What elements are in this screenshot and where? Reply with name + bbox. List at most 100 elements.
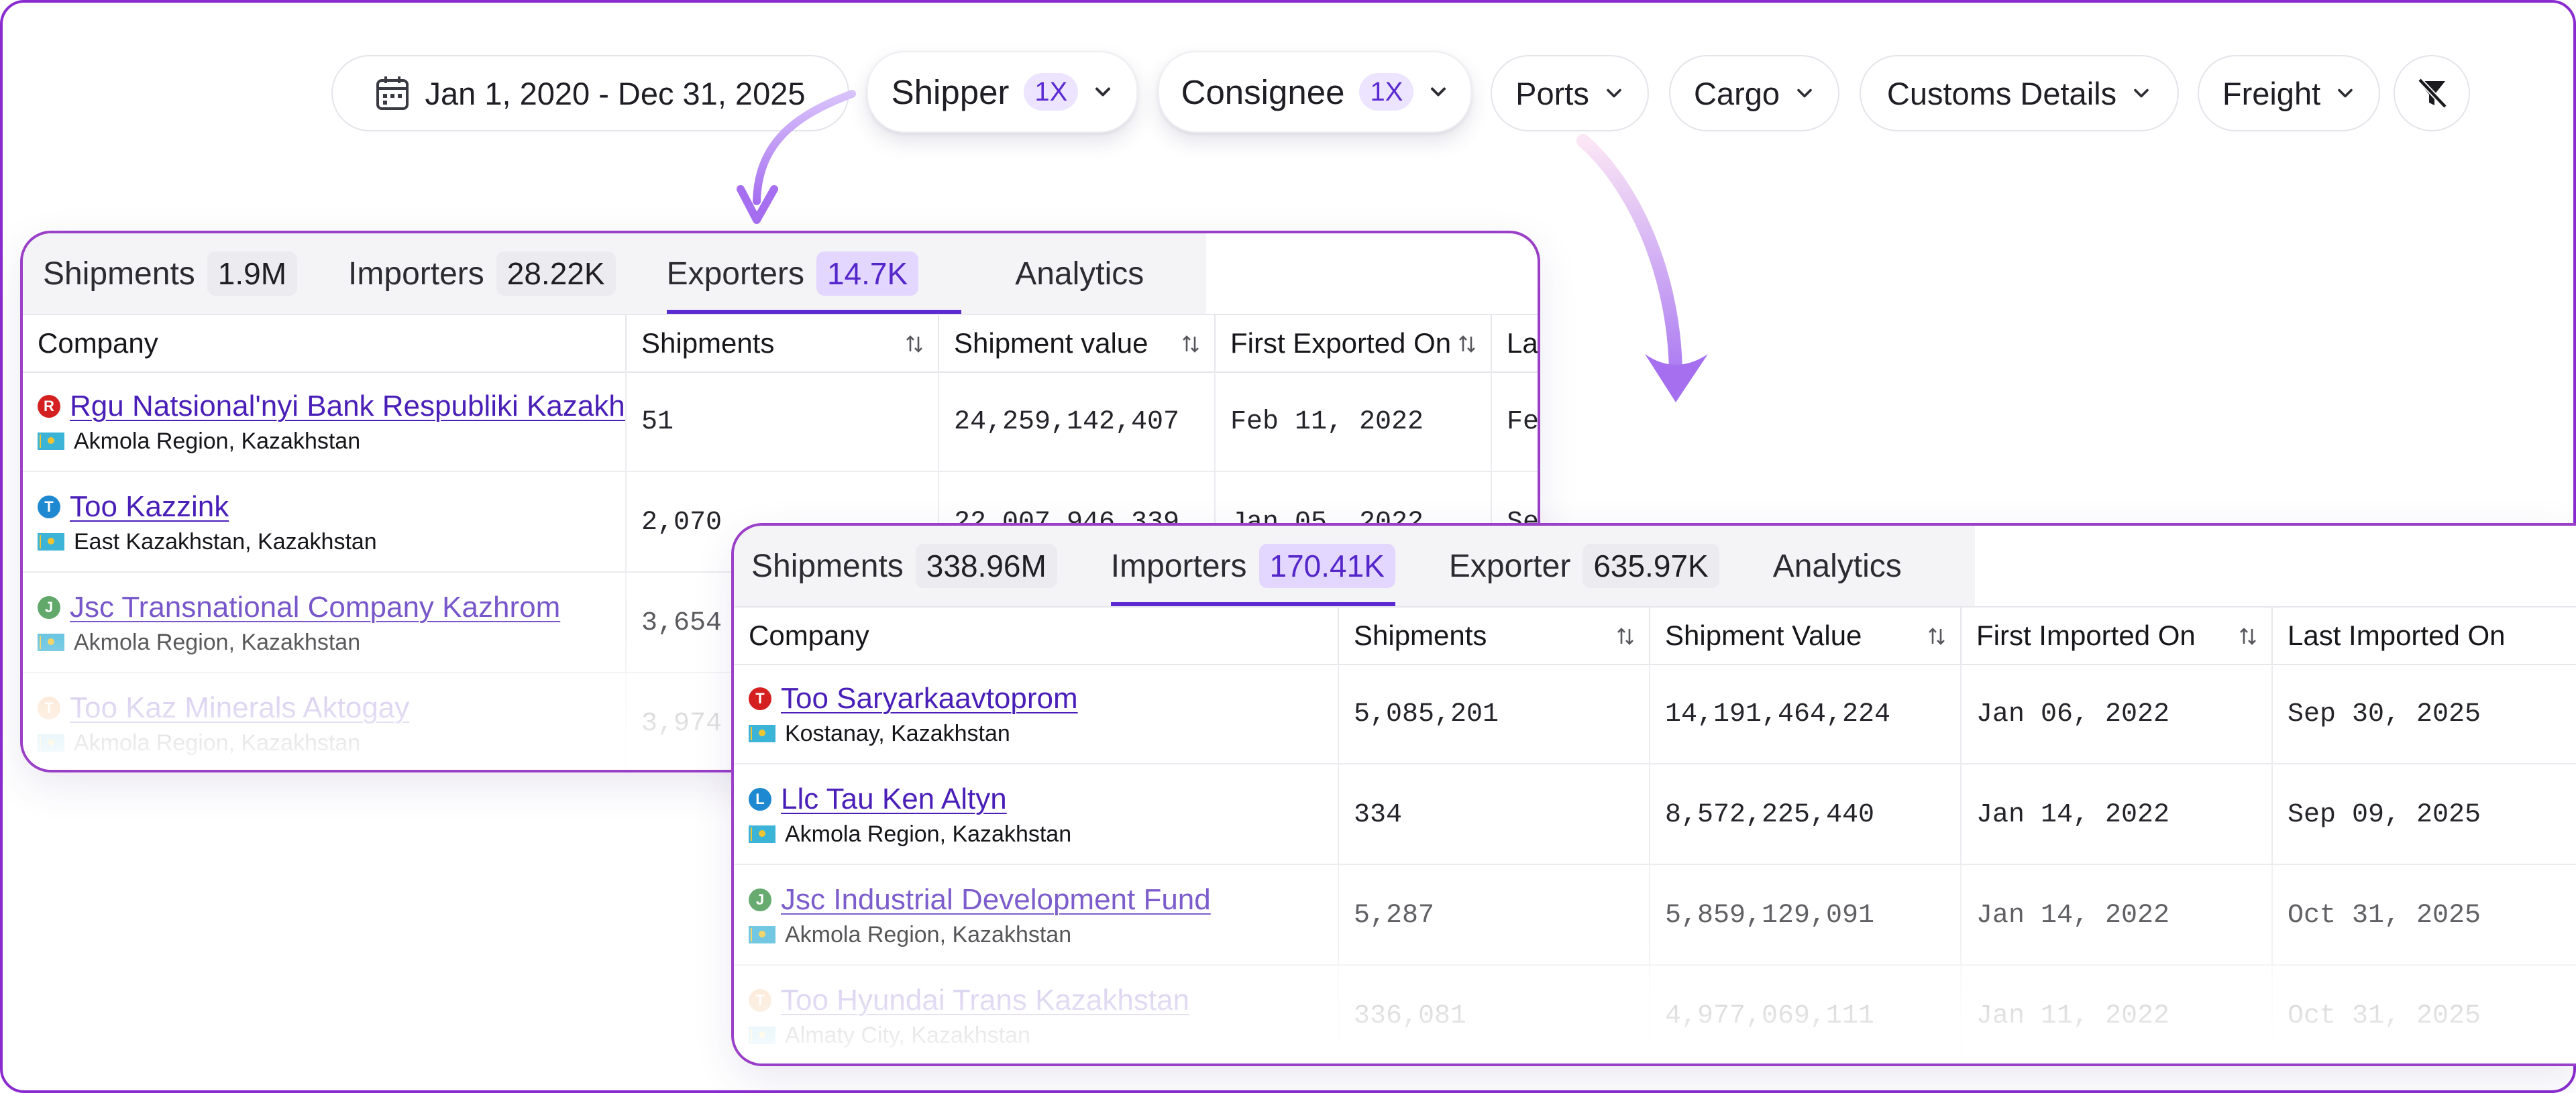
tab-shipments[interactable]: Shipments 338.96M	[751, 526, 1057, 606]
company-location: Almaty City, Kazakhstan	[785, 1022, 1030, 1048]
arrow-to-exporters	[753, 90, 856, 205]
company-cell: J Jsc Transnational Company Kazhrom Akmol…	[23, 573, 627, 673]
shipments-cell: 334	[1339, 764, 1650, 865]
company-link[interactable]: Llc Tau Ken Altyn	[781, 782, 1007, 815]
shipper-count-badge: 1X	[1024, 73, 1079, 111]
table-row[interactable]: J Jsc Industrial Development Fund Akmola …	[734, 865, 2576, 966]
tab-label: Shipments	[43, 255, 195, 292]
company-link[interactable]: Jsc Industrial Development Fund	[781, 882, 1211, 916]
chevron-down-icon	[1095, 87, 1111, 97]
column-last-imported-on[interactable]: Last Imported On	[2288, 620, 2506, 651]
company-cell: R Rgu Natsional'nyi Bank Respubliki Kazak…	[23, 371, 627, 472]
column-shipment-value[interactable]: Shipment value	[939, 315, 1216, 371]
company-avatar: T	[749, 988, 771, 1012]
company-location: Akmola Region, Kazakhstan	[74, 428, 361, 454]
shipment-value-cell: 8,572,225,440	[1650, 764, 1962, 865]
table-row[interactable]: T Too Hyundai Trans Kazakhstan Almaty Cit…	[734, 966, 2576, 1063]
column-first-exported-on[interactable]: First Exported On	[1216, 315, 1492, 371]
chevron-down-icon	[2338, 89, 2353, 98]
tab-label: Exporter	[1448, 548, 1571, 584]
tab-label: Analytics	[1772, 548, 1902, 584]
company-cell: J Jsc Industrial Development Fund Akmola …	[734, 865, 1339, 966]
company-location: Akmola Region, Kazakhstan	[74, 730, 361, 756]
date-range-filter[interactable]: Jan 1, 2020 - Dec 31, 2025	[331, 55, 849, 131]
kazakhstan-flag-icon	[38, 734, 64, 752]
chevron-down-icon	[1607, 89, 1621, 98]
tab-label: Importers	[348, 255, 484, 292]
shipper-filter[interactable]: Shipper 1X	[867, 51, 1138, 133]
last-imported-cell: Sep 09, 2025	[2288, 799, 2481, 830]
consignee-filter[interactable]: Consignee 1X	[1158, 51, 1472, 133]
column-company[interactable]: Company	[734, 608, 1339, 664]
sort-icon[interactable]	[2239, 626, 2257, 646]
company-avatar: J	[38, 595, 60, 619]
first-imported-cell: Jan 14, 2022	[1962, 764, 2273, 865]
column-last-exported-on[interactable]: La	[1507, 327, 1538, 359]
arrow-to-importers-head	[1645, 354, 1708, 402]
shipments-cell: 336,081	[1339, 966, 1650, 1063]
ports-filter[interactable]: Ports	[1491, 55, 1649, 131]
company-location: Akmola Region, Kazakhstan	[785, 821, 1072, 847]
company-link[interactable]: Too Kazzink	[70, 490, 229, 523]
kazakhstan-flag-icon	[38, 634, 64, 651]
tab-exporter[interactable]: Exporter 635.97K	[1449, 526, 1719, 606]
column-first-imported-on[interactable]: First Imported On	[1962, 608, 2273, 664]
shipments-cell: 2,070	[627, 472, 939, 573]
company-link[interactable]: Too Hyundai Trans Kazakhstan	[781, 983, 1190, 1017]
chevron-down-icon	[1431, 87, 1446, 97]
tab-count: 28.22K	[496, 251, 616, 296]
tab-importers[interactable]: Importers 170.41K	[1110, 526, 1395, 606]
first-exported-cell: Feb 11, 2022	[1216, 371, 1492, 472]
cargo-filter[interactable]: Cargo	[1669, 55, 1839, 131]
table-row[interactable]: T Too Saryarkaavtoprom Kostanay, Kazakhst…	[734, 664, 2576, 764]
tab-exporters[interactable]: Exporters 14.7K	[666, 233, 962, 314]
company-link[interactable]: Too Kaz Minerals Aktogay	[70, 691, 410, 724]
company-avatar: L	[749, 787, 771, 811]
sort-icon[interactable]	[1458, 334, 1476, 354]
freight-filter[interactable]: Freight	[2198, 55, 2380, 131]
column-company[interactable]: Company	[23, 315, 627, 371]
shipments-cell: 5,287	[1339, 865, 1650, 966]
company-link[interactable]: Too Saryarkaavtoprom	[781, 681, 1078, 715]
company-link[interactable]: Rgu Natsional'nyi Bank Respubliki Kazakh…	[70, 389, 627, 422]
first-imported-cell: Jan 06, 2022	[1962, 664, 2273, 764]
consignee-count-badge: 1X	[1359, 73, 1414, 111]
clear-filters-button[interactable]	[2394, 55, 2470, 131]
tab-analytics[interactable]: Analytics	[1773, 526, 1902, 606]
freight-label: Freight	[2222, 75, 2321, 111]
table-header: Company Shipments Shipment value First E…	[23, 314, 1538, 373]
tab-shipments[interactable]: Shipments 1.9M	[43, 233, 298, 314]
shipments-cell: 51	[627, 371, 939, 472]
shipment-value-cell: 4,977,069,111	[1650, 966, 1962, 1063]
company-link[interactable]: Jsc Transnational Company Kazhrom	[70, 590, 561, 624]
tab-count: 338.96M	[915, 544, 1057, 588]
tab-label: Analytics	[1015, 255, 1144, 292]
tab-analytics[interactable]: Analytics	[1015, 233, 1144, 314]
sort-icon[interactable]	[1182, 334, 1199, 354]
tab-label: Importers	[1110, 548, 1247, 584]
last-imported-cell: Sep 30, 2025	[2288, 699, 2481, 730]
column-shipment-value[interactable]: Shipment Value	[1650, 608, 1962, 664]
table-row[interactable]: L Llc Tau Ken Altyn Akmola Region, Kazakh…	[734, 764, 2576, 865]
customs-details-label: Customs Details	[1886, 75, 2117, 111]
column-shipments[interactable]: Shipments	[627, 315, 939, 371]
company-location: Akmola Region, Kazakhstan	[785, 921, 1072, 947]
chevron-down-icon	[2134, 89, 2149, 98]
shipment-value-cell: 5,859,129,091	[1650, 865, 1962, 966]
tab-count: 635.97K	[1582, 544, 1719, 588]
importers-card: Shipments 338.96M Importers 170.41K Expo…	[731, 523, 2576, 1066]
tab-importers[interactable]: Importers 28.22K	[348, 233, 616, 314]
column-shipments[interactable]: Shipments	[1339, 608, 1650, 664]
company-avatar: T	[749, 687, 771, 710]
sort-icon[interactable]	[1617, 626, 1634, 646]
company-cell: T Too Saryarkaavtoprom Kostanay, Kazakhst…	[734, 664, 1339, 764]
table-row[interactable]: R Rgu Natsional'nyi Bank Respubliki Kazak…	[23, 371, 1538, 472]
tab-label: Shipments	[751, 548, 904, 584]
first-imported-cell: Jan 11, 2022	[1962, 966, 2273, 1063]
sort-icon[interactable]	[1928, 626, 1945, 646]
company-avatar: T	[38, 495, 60, 518]
sort-icon[interactable]	[906, 334, 923, 354]
importers-tab-bar: Shipments 338.96M Importers 170.41K Expo…	[734, 526, 1975, 606]
customs-details-filter[interactable]: Customs Details	[1860, 55, 2179, 131]
